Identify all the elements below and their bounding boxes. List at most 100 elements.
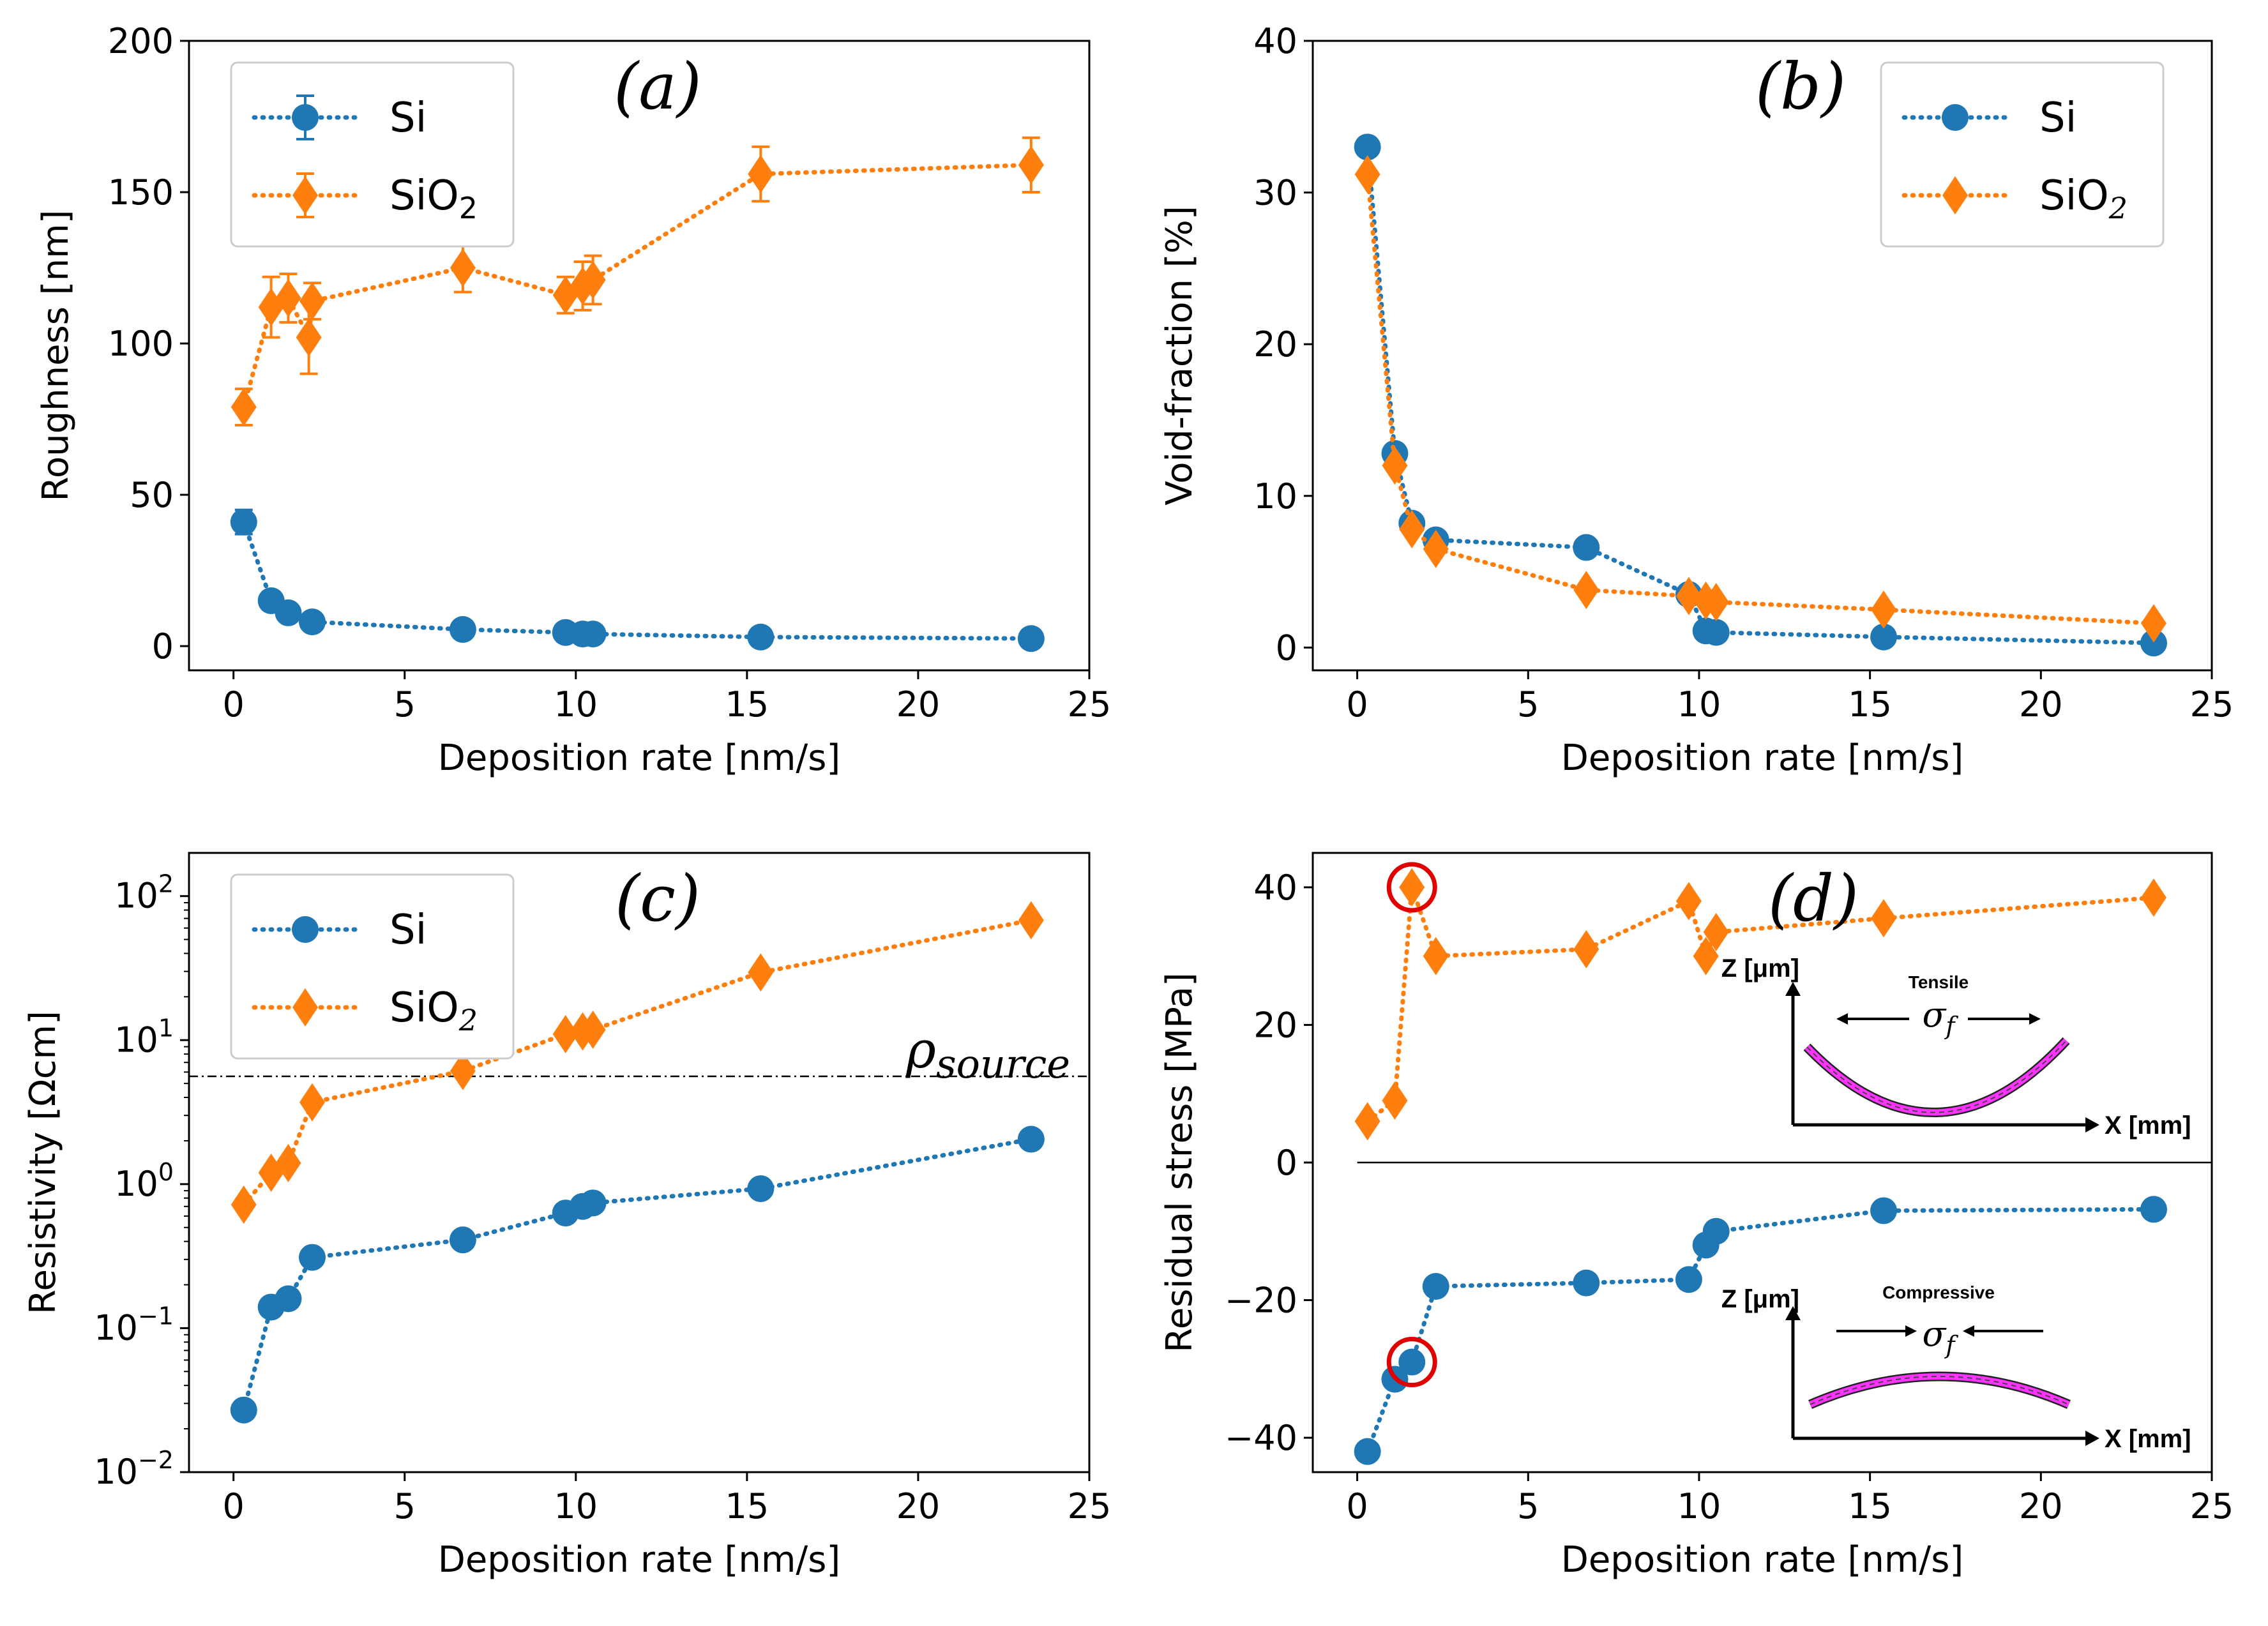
y-tick-base: 10 (114, 1164, 158, 1204)
data-point-si (275, 1285, 302, 1313)
x-axis-label: Deposition rate [nm/s] (1561, 737, 1964, 779)
legend-marker-si (292, 104, 319, 131)
data-point-si (1870, 623, 1898, 651)
series-sio2 (1354, 155, 2166, 643)
x-tick-label: 10 (554, 1486, 598, 1526)
panel-letter: (d) (1768, 861, 1859, 936)
data-point-sio2 (1693, 937, 1719, 975)
data-point-si (275, 599, 302, 626)
data-point-sio2 (299, 282, 326, 320)
axes-frame (1312, 40, 2213, 672)
inset-curve-dashes (1806, 1040, 2067, 1113)
x-tick-label: 5 (394, 684, 416, 725)
y-tick-base: 10 (114, 876, 158, 916)
data-point-si (1702, 619, 1730, 646)
x-tick-label: 5 (1517, 1486, 1539, 1526)
data-point-sio2 (1382, 446, 1408, 485)
y-tick-label: 20 (1253, 1005, 1297, 1045)
legend-marker-sio2 (292, 988, 318, 1027)
data-point-sio2 (1354, 155, 1380, 194)
x-tick-label: 20 (2019, 1486, 2063, 1526)
data-point-sio2 (1675, 882, 1702, 921)
legend-name: Si (389, 94, 427, 142)
data-point-sio2 (1703, 912, 1729, 951)
data-point-si (299, 608, 326, 636)
x-tick-label: 15 (1848, 684, 1892, 725)
x-tick-label: 25 (1068, 684, 1112, 725)
y-tick-label: 101 (114, 1014, 174, 1060)
rho-symbol: ρ (905, 1020, 936, 1080)
y-tick-label: 10−2 (94, 1446, 174, 1492)
y-tick-label: 0 (152, 626, 174, 666)
sigma-symbol: σ (1923, 1314, 1947, 1354)
y-tick-exponent: −2 (138, 1446, 174, 1474)
data-point-sio2 (450, 248, 476, 287)
data-point-sio2 (1871, 899, 1897, 938)
legend-entry-sio2: SiO2 (252, 172, 478, 225)
data-point-sio2 (580, 1011, 606, 1050)
data-point-si (1702, 1217, 1730, 1245)
force-arrowhead-right (2029, 1013, 2041, 1025)
legend-label-sio2: SiO2 (2039, 172, 2128, 225)
y-axis-label: Roughness [nm] (35, 209, 77, 501)
data-point-si (230, 1396, 257, 1424)
y-tick-label: 10−1 (94, 1302, 174, 1348)
y-tick-base: 10 (94, 1307, 138, 1348)
data-point-sio2 (748, 953, 774, 992)
rho-subscript: source (936, 1041, 1070, 1087)
data-point-si (299, 1244, 326, 1271)
panel-letter: (c) (615, 861, 700, 936)
data-point-sio2 (231, 388, 257, 426)
x-tick-label: 10 (1677, 1486, 1721, 1526)
y-tick-label: 100 (114, 1158, 174, 1204)
data-point-sio2 (1399, 510, 1425, 549)
data-point-si (1573, 1269, 1600, 1297)
legend-entry-sio2: SiO2 (252, 984, 478, 1037)
x-tick-label: 5 (1517, 684, 1539, 725)
legend-entry-si: Si (252, 907, 427, 954)
legend-name: Si (389, 907, 427, 954)
legend-name: SiO (389, 172, 459, 220)
data-point-sio2 (580, 260, 606, 299)
data-point-si (1354, 133, 1381, 161)
y-tick-exponent: 1 (158, 1014, 174, 1042)
data-point-sio2 (1018, 146, 1044, 184)
axes-frame (188, 40, 1091, 672)
data-point-sio2 (748, 154, 774, 193)
data-point-si (2140, 1196, 2167, 1223)
data-point-si (1870, 1197, 1898, 1224)
data-point-sio2 (1423, 937, 1449, 975)
series-line-sio2 (1365, 172, 2156, 626)
y-tick-label: 100 (108, 324, 174, 364)
legend-entry-si: Si (1901, 94, 2076, 142)
y-tick-label: 0 (1276, 1143, 1297, 1183)
data-point-si (1017, 625, 1045, 652)
y-tick-label: 40 (1253, 21, 1297, 61)
data-point-sio2 (1675, 576, 1702, 615)
x-axis-label: Deposition rate [nm/s] (1561, 1539, 1964, 1581)
legend-label-si: Si (389, 94, 427, 142)
data-point-sio2 (296, 318, 322, 357)
legend-marker-sio2 (1942, 176, 1968, 215)
legend-name: SiO (389, 984, 459, 1032)
legend-marker-sio2 (292, 176, 318, 215)
data-point-si (579, 621, 607, 648)
highlight-circle-sio2 (1386, 862, 1437, 913)
data-point-sio2 (1871, 590, 1897, 629)
data-point-si (449, 1226, 476, 1254)
y-axis-label: Resistivity [Ωcm] (22, 1011, 64, 1314)
y-tick-label: 200 (108, 21, 174, 61)
x-tick-label: 0 (223, 1486, 245, 1526)
legend-name: SiO (2039, 172, 2109, 220)
legend-label-sio2: SiO2 (389, 984, 478, 1037)
y-axis-label: Void-fraction [%] (1159, 206, 1200, 505)
x-tick-label: 25 (1068, 1486, 1112, 1526)
data-point-si (1398, 1348, 1426, 1376)
y-tick-label: 50 (130, 475, 174, 515)
data-point-si (747, 1175, 775, 1202)
legend-label-si: Si (389, 907, 427, 954)
